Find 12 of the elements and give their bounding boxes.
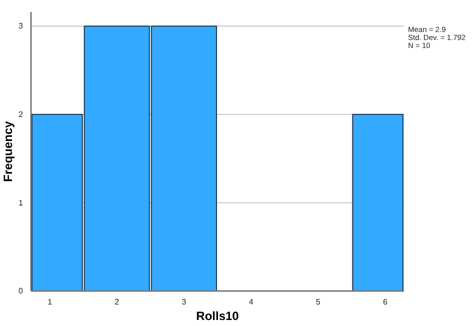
y-tick-label: 0 <box>18 286 24 296</box>
y-tick-label: 3 <box>18 22 24 31</box>
y-tick-label: 2 <box>18 110 24 119</box>
x-tick-label: 5 <box>316 298 321 307</box>
x-tick-label: 6 <box>382 298 388 307</box>
y-axis-title: Frequency <box>1 120 15 182</box>
x-tick-label: 1 <box>48 298 53 307</box>
x-tick-label: 3 <box>182 298 187 307</box>
x-tick-label: 4 <box>248 298 254 307</box>
x-axis-title: Rolls10 <box>196 309 240 323</box>
y-tick-label: 1 <box>18 198 24 208</box>
x-tick-label: 2 <box>114 298 120 307</box>
